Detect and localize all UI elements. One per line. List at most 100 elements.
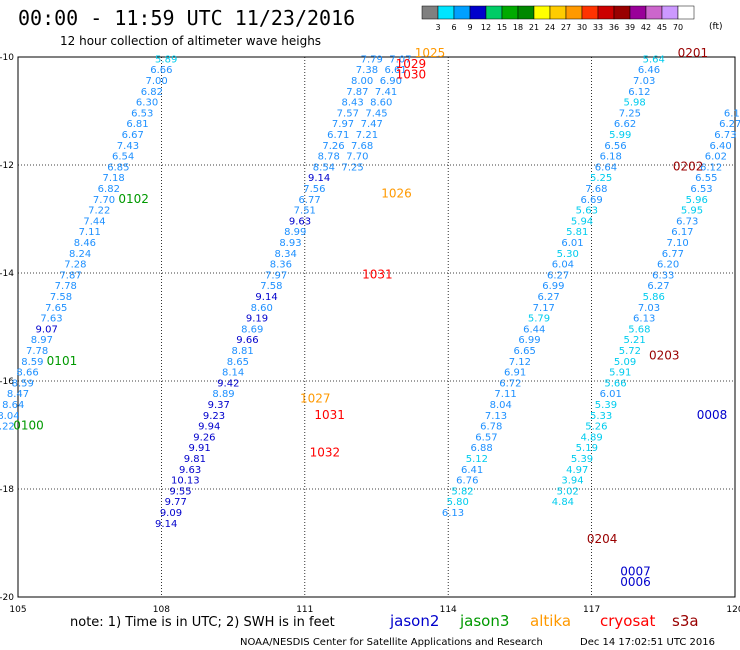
- scale-swatch: [677, 5, 695, 20]
- wave-height-value: 6.72: [499, 378, 521, 389]
- wave-height-value: 8.59: [21, 357, 43, 368]
- wave-height-value: 6.27: [647, 281, 669, 292]
- wave-height-value: 6.99: [542, 281, 564, 292]
- cycle-label: 1031: [362, 267, 393, 281]
- wave-height-value: 6.66: [150, 65, 172, 76]
- scale-label: 21: [529, 23, 539, 32]
- wave-height-value: 9.23: [203, 411, 225, 422]
- cycle-label: 1032: [310, 446, 341, 460]
- scale-swatch: [421, 5, 439, 20]
- wave-height-value: 9.91: [189, 443, 211, 454]
- wave-height-value: 4.89: [580, 432, 602, 443]
- wave-height-value: 5.02: [557, 486, 579, 497]
- wave-height-value: 5.25: [590, 173, 612, 184]
- wave-height-value: 8.66: [16, 368, 38, 379]
- cycle-label: 0203: [649, 348, 680, 362]
- y-tick-label: -18: [0, 485, 14, 495]
- scale-label: 33: [593, 23, 603, 32]
- wave-height-value: 9.09: [160, 508, 182, 519]
- wave-height-value: 6.77: [298, 195, 320, 206]
- cycle-label: 0102: [118, 192, 149, 206]
- wave-height-value: 8.97: [31, 335, 53, 346]
- wave-height-value: 5.96: [686, 195, 708, 206]
- cycle-label: 1026: [381, 186, 412, 200]
- wave-height-value: 9.14: [255, 292, 277, 303]
- cycle-label: 1025: [415, 46, 446, 60]
- wave-height-value: 6.85: [107, 162, 129, 173]
- cycle-label: 1029: [396, 57, 427, 71]
- wave-height-value: 6.71: [327, 130, 349, 141]
- wave-height-value: 8.64: [2, 400, 24, 411]
- cycle-label: 0201: [678, 46, 709, 60]
- wave-height-value: 6.01: [600, 389, 622, 400]
- cycle-label: 1027: [300, 392, 331, 406]
- wave-height-value: 8.81: [232, 346, 254, 357]
- wave-height-value: 7.44: [83, 216, 105, 227]
- wave-height-value: 7.38: [356, 65, 378, 76]
- wave-height-value: 7.10: [667, 238, 689, 249]
- wave-height-value: 5.98: [623, 98, 645, 109]
- wave-height-value: 8.59: [12, 378, 34, 389]
- wave-height-value: 5.94: [571, 216, 593, 227]
- wave-height-value: 8.54: [313, 162, 335, 173]
- wave-height-value: 6.82: [141, 87, 163, 98]
- wave-height-value: 8.65: [227, 357, 249, 368]
- chart-subtitle: 12 hour collection of altimeter wave hei…: [60, 34, 321, 48]
- wave-height-value: 6.99: [518, 335, 540, 346]
- wave-height-value: 6.12: [700, 162, 722, 173]
- wave-height-value: 6.61: [384, 65, 406, 76]
- scale-label: 3: [435, 23, 440, 32]
- wave-height-value: 9.42: [217, 378, 239, 389]
- wave-height-value: 7.78: [55, 281, 77, 292]
- wave-height-value: 8.00: [351, 76, 373, 87]
- wave-height-value: 6.02: [705, 152, 727, 163]
- footer-credit: NOAA/NESDIS Center for Satellite Applica…: [240, 637, 543, 648]
- wave-height-value: 6.81: [126, 119, 148, 130]
- wave-height-value: 5.86: [643, 292, 665, 303]
- scale-label: 42: [641, 23, 651, 32]
- wave-height-value: 5.81: [566, 227, 588, 238]
- wave-height-value: 9.63: [289, 216, 311, 227]
- wave-height-value: 7.87: [346, 87, 368, 98]
- y-tick-label: -14: [0, 269, 14, 279]
- wave-height-value: 7.11: [79, 227, 101, 238]
- wave-height-value: 5.26: [585, 422, 607, 433]
- scale-swatch: [485, 5, 503, 20]
- wave-height-value: 6.69: [580, 195, 602, 206]
- cycle-label: 0007: [620, 564, 651, 578]
- wave-height-value: 5.12: [466, 454, 488, 465]
- scale-label: 6: [451, 23, 456, 32]
- legend-entry-s3a: s3a: [672, 612, 699, 630]
- scale-label: 15: [497, 23, 507, 32]
- wave-height-value: 6.13: [633, 314, 655, 325]
- wave-height-value: 6.12: [628, 87, 650, 98]
- cycle-label: 0006: [620, 575, 651, 589]
- wave-height-value: 9.66: [236, 335, 258, 346]
- wave-height-value: 6.57: [475, 432, 497, 443]
- wave-height-value: 6.67: [122, 130, 144, 141]
- wave-height-value: 6.27: [537, 292, 559, 303]
- wave-height-value: 10.13: [171, 476, 200, 487]
- wave-height-value: 6.54: [112, 152, 134, 163]
- wave-height-value: 7.68: [351, 141, 373, 152]
- scale-label: 45: [657, 23, 667, 32]
- wave-height-value: 6.44: [523, 324, 545, 335]
- wave-height-value: 7.26: [322, 141, 344, 152]
- wave-height-value: 5.66: [604, 378, 626, 389]
- scale-swatch: [565, 5, 583, 20]
- footer-note: note: 1) Time is in UTC; 2) SWH is in fe…: [70, 615, 335, 630]
- wave-height-value: 7.70: [346, 152, 368, 163]
- wave-height-value: 7.13: [485, 411, 507, 422]
- wave-height-value: 8.60: [251, 303, 273, 314]
- chart-title: 00:00 - 11:59 UTC 11/23/2016: [18, 6, 355, 30]
- scale-label: 18: [513, 23, 523, 32]
- wave-height-value: 8.24: [69, 249, 91, 260]
- scale-swatch: [661, 5, 679, 20]
- scale-swatch: [453, 5, 471, 20]
- scale-swatch: [437, 5, 455, 20]
- wave-height-value: 7.47: [361, 119, 383, 130]
- scale-swatch: [533, 5, 551, 20]
- wave-height-value: 7.70: [93, 195, 115, 206]
- wave-height-value: 8.14: [222, 368, 244, 379]
